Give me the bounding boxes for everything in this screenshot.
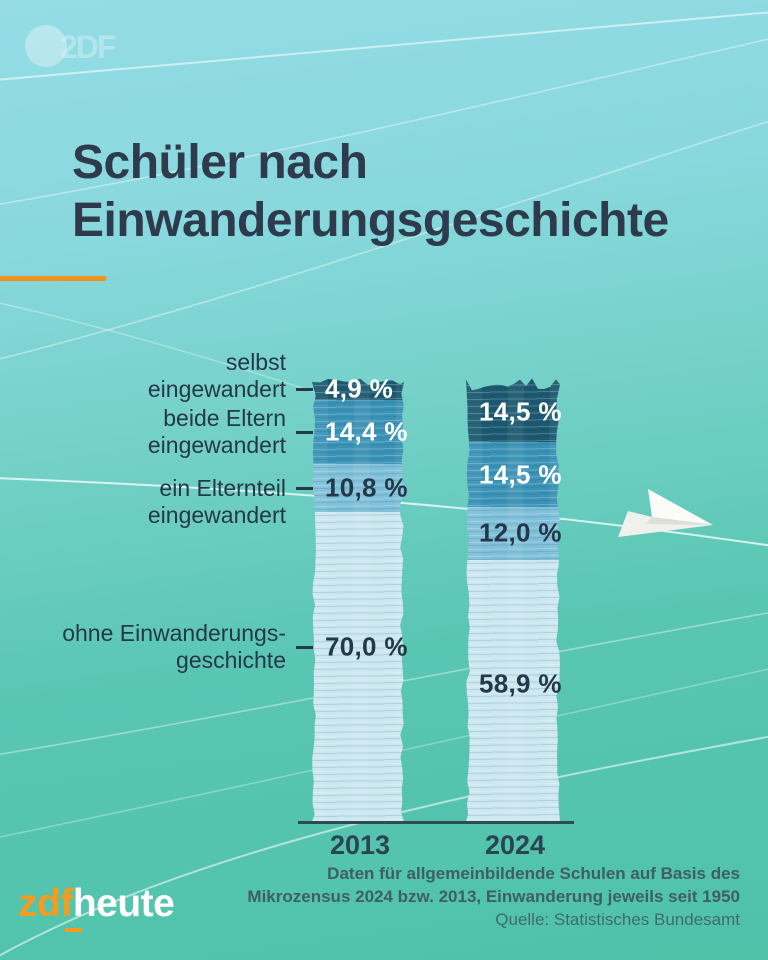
bar-segment-2024-0 bbox=[466, 378, 560, 443]
series-label-line1: ein Elternteil bbox=[159, 474, 286, 501]
zdfheute-logo: zdfheute bbox=[18, 882, 175, 932]
segment-value-label: 70,0 % bbox=[325, 631, 408, 662]
series-label-line2: geschichte bbox=[176, 647, 286, 673]
bar-segment-2024-2 bbox=[466, 506, 560, 561]
segment-value-label: 4,9 % bbox=[325, 373, 393, 404]
bar-segment-2024-3 bbox=[466, 560, 560, 822]
bar-segment-2013-3 bbox=[312, 511, 404, 822]
bar-segment-2013-2 bbox=[312, 463, 404, 512]
series-label-1: beide Eltern eingewandert bbox=[0, 405, 286, 459]
zdf-watermark-text: 2DF bbox=[60, 29, 116, 65]
title-accent-rule bbox=[0, 276, 106, 281]
zdfheute-logo-underscore bbox=[65, 928, 82, 932]
footnote-line1: Daten für allgemeinbildende Schulen auf … bbox=[327, 864, 740, 883]
paper-plane-icon bbox=[618, 489, 713, 537]
bar-segment-2024-1 bbox=[466, 442, 560, 508]
label-connector-dash bbox=[296, 645, 313, 649]
bar-2013 bbox=[312, 378, 404, 822]
bar-segment-2013-0 bbox=[312, 378, 404, 400]
zdfheute-logo-heute: heute bbox=[72, 882, 175, 925]
zdf-watermark: 2DF bbox=[25, 25, 118, 67]
series-label-line2: eingewandert bbox=[147, 432, 286, 458]
series-label-line1: ohne Einwanderungs- bbox=[62, 620, 286, 646]
segment-value-label: 12,0 % bbox=[479, 517, 562, 548]
label-connector-dash bbox=[296, 486, 313, 490]
page-title-line1: Schüler nach bbox=[72, 136, 368, 189]
zdfheute-logo-zdf: zdf bbox=[18, 882, 73, 925]
segment-value-label: 14,4 % bbox=[325, 416, 408, 447]
series-label-3: ohne Einwanderungs-geschichte bbox=[0, 620, 286, 674]
footnote-line2: Mikrozensus 2024 bzw. 2013, Einwanderung… bbox=[247, 887, 740, 906]
segment-value-label: 14,5 % bbox=[479, 396, 562, 427]
bar-2024 bbox=[466, 378, 560, 822]
x-axis-baseline bbox=[298, 821, 574, 824]
series-label-line1: selbst bbox=[225, 348, 286, 375]
segment-value-label: 14,5 % bbox=[479, 459, 562, 490]
page-title: Schüler nach Einwanderungsgeschichte bbox=[72, 134, 669, 250]
label-connector-dash bbox=[296, 387, 313, 391]
series-label-2: ein Elternteil eingewandert bbox=[0, 475, 286, 529]
footnote: Daten für allgemeinbildende Schulen auf … bbox=[247, 862, 740, 931]
bar-segment-2013-1 bbox=[312, 399, 404, 464]
series-label-line1: beide Eltern bbox=[163, 405, 286, 431]
category-label-2024: 2024 bbox=[484, 830, 546, 860]
source-line: Quelle: Statistisches Bundesamt bbox=[495, 910, 740, 929]
series-label-0: selbst eingewandert bbox=[0, 349, 286, 403]
page-title-line2: Einwanderungsgeschichte bbox=[72, 194, 669, 247]
series-label-line2: eingewandert bbox=[147, 501, 286, 528]
segment-value-label: 58,9 % bbox=[479, 668, 562, 699]
series-label-line2: eingewandert bbox=[147, 375, 286, 402]
label-connector-dash bbox=[296, 430, 313, 434]
category-label-2013: 2013 bbox=[329, 830, 391, 860]
segment-value-label: 10,8 % bbox=[325, 472, 408, 503]
zdf-watermark-circle bbox=[25, 25, 67, 67]
